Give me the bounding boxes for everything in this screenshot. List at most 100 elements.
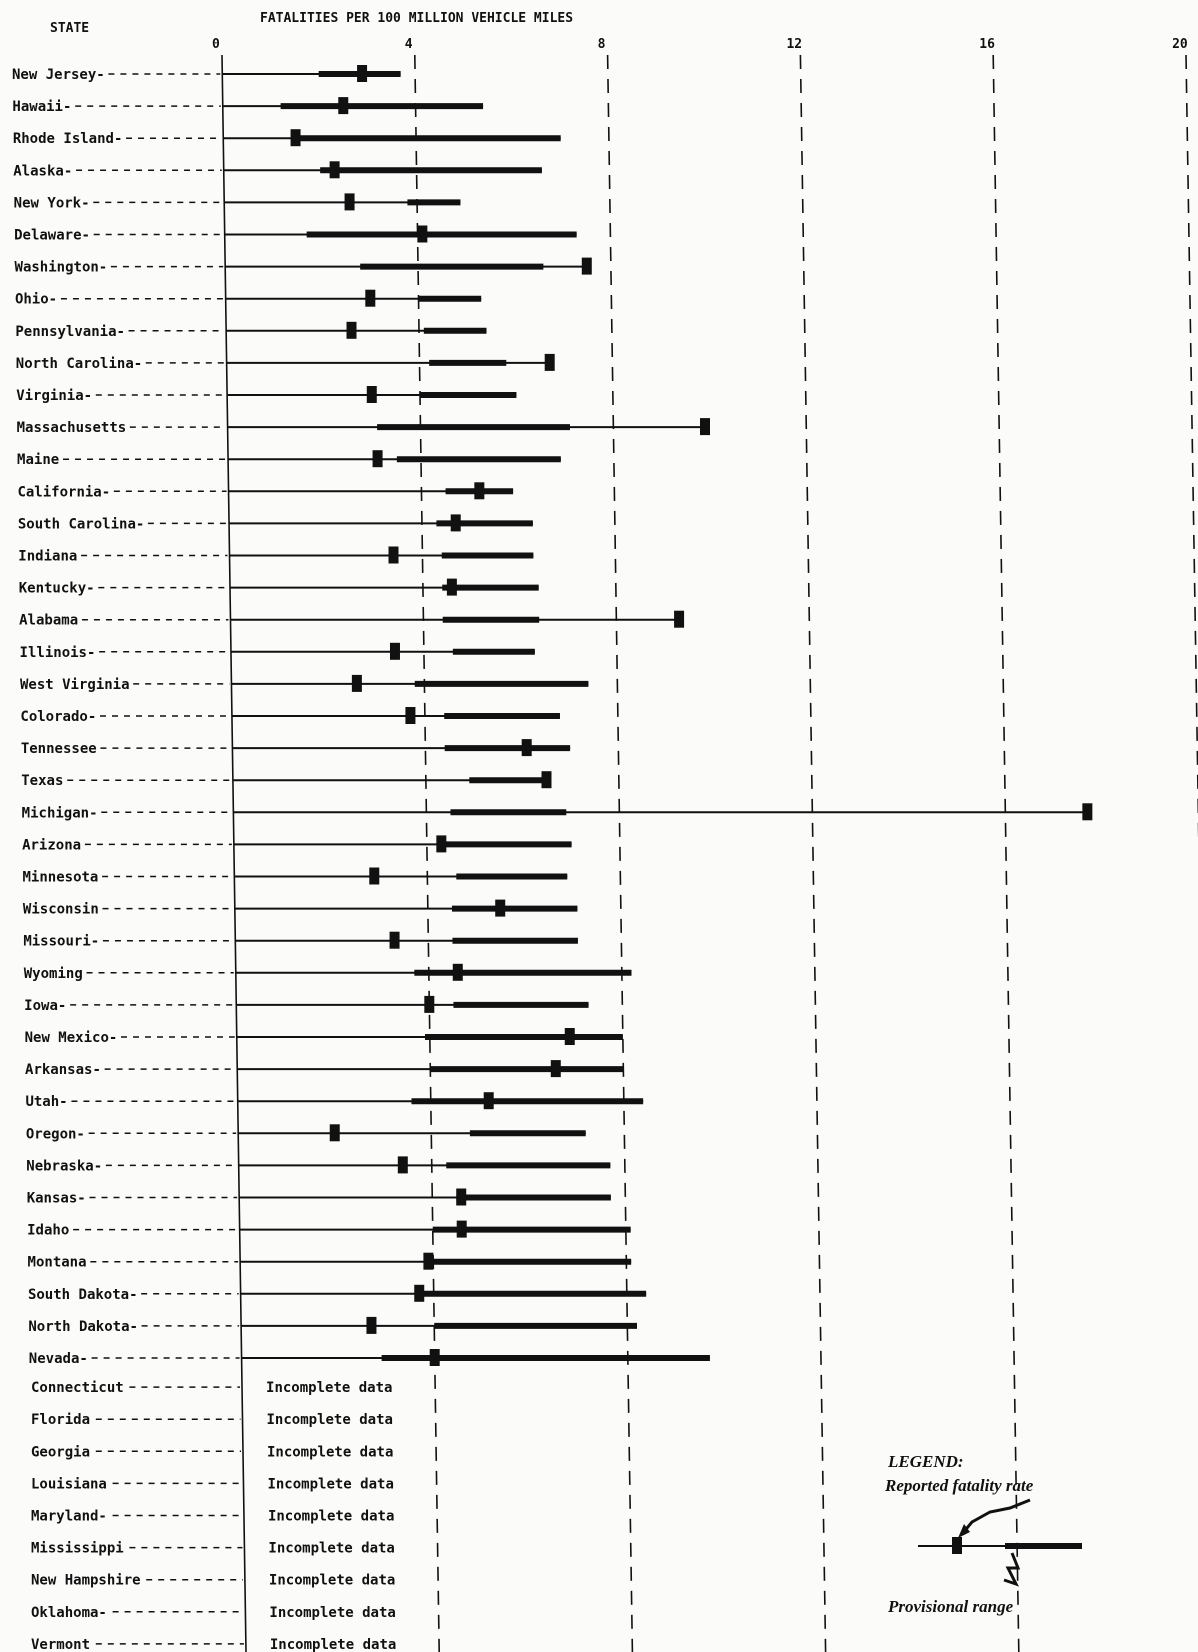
legend-reported-label: Reported fatality rate — [884, 1476, 1034, 1495]
reported-rate-marker — [483, 1092, 494, 1110]
reported-rate-marker — [446, 578, 457, 596]
state-rows: New Jersey- Hawaii- Rhode Island- Alaska- Ne… — [12, 65, 1093, 1367]
incomplete-row: Mississippi Incomplete data — [31, 1541, 395, 1557]
state-row: Alabama — [19, 610, 685, 629]
state-label: Colorado- — [20, 709, 96, 725]
state-label: Utah- — [25, 1094, 67, 1110]
reported-rate-marker — [344, 193, 355, 211]
state-row: Arizona — [22, 835, 572, 853]
state-label: Missouri- — [23, 934, 99, 950]
reported-rate-marker — [424, 995, 435, 1013]
state-row: New Mexico- — [25, 1028, 623, 1046]
state-label: South Dakota- — [28, 1287, 138, 1303]
state-row: Ohio- — [15, 289, 482, 308]
state-label: Illinois- — [20, 645, 96, 661]
state-row: Minnesota — [23, 867, 568, 886]
state-label: Virginia- — [16, 388, 92, 404]
reported-rate-marker — [495, 899, 506, 917]
state-row: Oregon- — [26, 1124, 586, 1142]
state-row: Massachusetts — [17, 418, 711, 436]
incomplete-data-note: Incomplete data — [269, 1605, 395, 1621]
state-label: New York- — [14, 195, 90, 211]
state-row: South Dakota- — [28, 1284, 647, 1303]
reported-rate-marker — [388, 546, 399, 564]
state-row: Utah- — [25, 1092, 644, 1110]
state-row: Texas — [21, 771, 552, 789]
legend-provisional-label: Provisional range — [887, 1597, 1014, 1616]
state-label: South Carolina- — [18, 516, 144, 532]
reported-rate-marker — [351, 674, 362, 692]
state-row: Arkansas- — [25, 1060, 624, 1078]
state-label: Wisconsin — [23, 902, 99, 918]
incomplete-data-note: Incomplete data — [267, 1476, 393, 1492]
reported-rate-marker — [290, 129, 301, 147]
state-label: Arizona — [22, 837, 81, 853]
header-state: STATE — [50, 21, 89, 36]
state-label: Oklahoma- — [31, 1605, 107, 1621]
legend-arrow-reported — [960, 1498, 1031, 1535]
incomplete-rows: Connecticut Incomplete data Florida Incompl… — [31, 1380, 396, 1652]
state-row: Kentucky- — [19, 578, 539, 597]
state-label: New Jersey- — [12, 67, 105, 83]
reported-rate-marker — [357, 65, 368, 82]
state-row: Delaware- — [14, 225, 577, 244]
legend-marker — [952, 1537, 962, 1554]
state-row: California- — [17, 482, 514, 500]
incomplete-row: Florida Incomplete data — [31, 1412, 393, 1428]
tick-label-8: 8 — [598, 37, 606, 52]
incomplete-data-note: Incomplete data — [267, 1412, 393, 1428]
state-label: Idaho — [27, 1223, 69, 1239]
reported-rate-marker — [1082, 803, 1093, 821]
reported-rate-marker — [564, 1028, 575, 1045]
incomplete-row: Oklahoma- Incomplete data — [31, 1605, 396, 1621]
state-label: Nebraska- — [26, 1158, 102, 1174]
state-label: Delaware- — [14, 228, 90, 244]
state-label: Washington- — [15, 260, 108, 276]
state-label: Nevada- — [29, 1351, 88, 1367]
state-label: Louisiana — [31, 1476, 107, 1492]
reported-rate-marker — [372, 450, 383, 468]
incomplete-row: Georgia Incomplete data — [31, 1444, 393, 1460]
reported-rate-marker — [366, 386, 377, 403]
state-label: New Hampshire — [31, 1573, 141, 1589]
incomplete-data-note: Incomplete data — [266, 1380, 392, 1396]
state-row: North Carolina- — [16, 353, 555, 372]
reported-rate-marker — [389, 642, 400, 660]
reported-rate-marker — [329, 161, 340, 179]
state-row: Virginia- — [16, 386, 517, 404]
gridline-16 — [992, 54, 1020, 1652]
state-row: Michigan- — [22, 803, 1093, 821]
tick-label-12: 12 — [786, 37, 802, 52]
state-row: Indiana — [18, 546, 534, 565]
state-row: South Carolina- — [18, 514, 533, 532]
state-row: West Virginia — [20, 674, 589, 693]
state-row: Pennsylvania- — [15, 321, 487, 340]
reported-rate-marker — [674, 610, 685, 628]
gridline-20 — [1185, 54, 1198, 842]
state-label: Rhode Island- — [13, 131, 123, 147]
state-label: North Dakota- — [28, 1319, 138, 1335]
incomplete-row: New Hampshire Incomplete data — [31, 1573, 395, 1589]
reported-rate-marker — [450, 514, 461, 532]
state-label: Indiana — [18, 549, 77, 565]
tick-label-0: 0 — [212, 37, 220, 52]
reported-rate-marker — [436, 835, 447, 853]
state-row: Montana — [28, 1252, 632, 1271]
state-label: Maryland- — [31, 1509, 107, 1525]
reported-rate-marker — [329, 1124, 340, 1142]
reported-rate-marker — [474, 482, 485, 500]
state-label: Massachusetts — [17, 420, 127, 436]
state-row: Colorado- — [20, 707, 560, 725]
state-row: North Dakota- — [28, 1316, 637, 1335]
state-row: Nevada- — [29, 1349, 710, 1367]
state-label: Maine — [17, 452, 59, 468]
state-row: Tennessee — [21, 739, 571, 757]
reported-rate-marker — [346, 321, 357, 339]
state-label: Alabama — [19, 613, 78, 629]
gridline-0 — [221, 54, 247, 1652]
state-label: Hawaii- — [12, 99, 71, 115]
reported-rate-marker — [452, 963, 463, 981]
state-label: Iowa- — [24, 998, 66, 1014]
reported-rate-marker — [397, 1156, 408, 1174]
